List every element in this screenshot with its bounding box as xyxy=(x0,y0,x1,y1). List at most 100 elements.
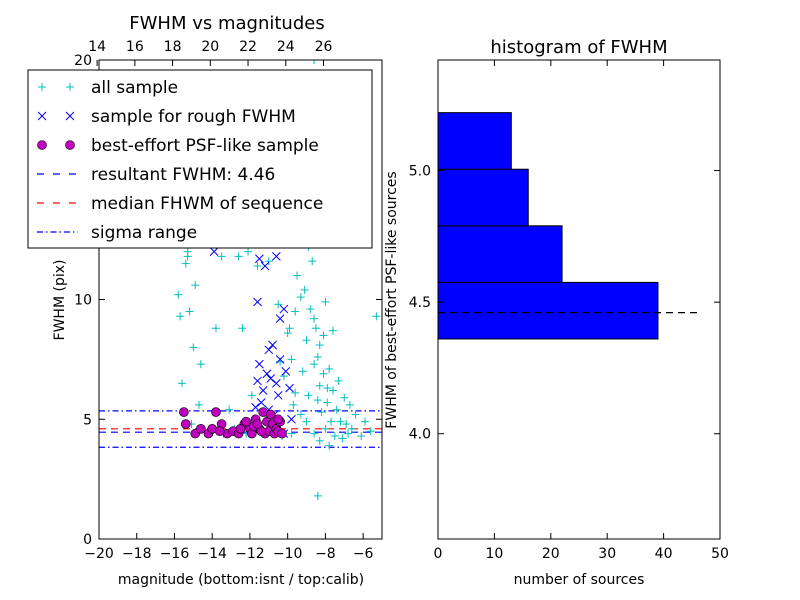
point-0-42 xyxy=(344,429,353,438)
point-0-35 xyxy=(321,297,330,306)
point-2-1 xyxy=(180,419,191,429)
point-0-39 xyxy=(332,405,341,414)
point-2-32 xyxy=(214,426,225,437)
point-1-8-b xyxy=(275,355,285,364)
point-1-14-b xyxy=(258,386,268,395)
left-y-axis: 0 5 10 20 xyxy=(74,53,382,548)
legend: all sample sample for rough FWHM best-effo… xyxy=(27,69,373,249)
point-0-33 xyxy=(315,381,324,390)
point-2-0-dot xyxy=(179,407,189,417)
left-chart-title: FWHM vs magnitudes xyxy=(129,13,324,34)
point-1-15 xyxy=(253,376,262,386)
point-1-0-b xyxy=(209,247,219,256)
legend-box xyxy=(27,69,373,249)
point-1-16 xyxy=(281,366,291,376)
point-1-23 xyxy=(285,383,294,393)
point-1-25-b xyxy=(251,402,260,412)
legend-item-5: sigma range xyxy=(37,223,197,243)
left-ytick-label-0: 0 xyxy=(83,532,92,548)
point-0-95 xyxy=(287,429,296,438)
point-1-12 xyxy=(271,378,281,388)
point-0-23 xyxy=(285,324,294,333)
legend-label-2: best-effort PSF-like sample xyxy=(91,136,319,156)
fwhm-histogram-panel: 0 10 20 30 40 50 4.04.55.0 histogram of FWHM … xyxy=(384,37,729,588)
legend-label-3: resultant FWHM: 4.46 xyxy=(91,165,275,185)
point-1-24-b xyxy=(287,414,296,424)
point-0-38 xyxy=(328,386,337,395)
point-0-41 xyxy=(340,393,349,402)
point-0-61 xyxy=(293,271,302,280)
left-ytick-label-2: 10 xyxy=(74,293,92,309)
point-0-80 xyxy=(287,355,296,364)
point-0-66 xyxy=(310,360,319,369)
point-1-8 xyxy=(275,355,285,364)
point-1-10-b xyxy=(255,359,264,369)
point-0-100 xyxy=(328,326,337,335)
point-0-73 xyxy=(330,432,339,441)
left-ytick-label-1: 5 xyxy=(83,412,92,428)
left-x-axis-label: magnitude (bottom:isnt / top:calib) xyxy=(118,572,364,588)
point-0-40 xyxy=(336,417,345,426)
point-2-3-dot xyxy=(196,424,206,434)
histogram-bar-1 xyxy=(437,225,563,283)
point-0-81 xyxy=(283,329,292,338)
point-2-27-dot xyxy=(241,416,251,427)
point-0-68 xyxy=(323,384,332,393)
right-xtick-label-3: 30 xyxy=(598,546,616,562)
point-1-1 xyxy=(255,254,264,264)
point-0-43 xyxy=(347,424,356,433)
point-0-64 xyxy=(311,324,320,333)
point-0-77 xyxy=(302,417,311,426)
point-1-17 xyxy=(273,390,283,400)
left-top-axis: 14 16 18 20 22 24 26 xyxy=(88,39,333,66)
right-xtick-label-5: 50 xyxy=(711,546,729,562)
point-1-19-b xyxy=(256,398,266,407)
point-2-31-dot xyxy=(235,424,246,434)
point-1-16-b xyxy=(281,366,291,376)
point-0-24 xyxy=(291,307,300,316)
point-0-72 xyxy=(321,424,330,433)
point-1-3-b xyxy=(271,252,281,261)
legend-marker-a-0 xyxy=(38,83,46,91)
point-1-14 xyxy=(258,386,268,395)
left-x-axis: −20 −18 −16 −14 −12 −10 −8 −6 xyxy=(84,533,374,562)
left-xtick-label-0: −20 xyxy=(84,546,114,562)
point-1-7 xyxy=(268,340,277,350)
point-0-13 xyxy=(225,405,234,414)
point-1-10 xyxy=(255,359,264,369)
point-0-70 xyxy=(317,408,326,417)
point-1-6 xyxy=(279,304,289,314)
legend-marker-a-1 xyxy=(37,111,47,121)
legend-marker-a-2 xyxy=(37,140,47,150)
point-2-33-dot xyxy=(252,419,263,429)
point-0-2 xyxy=(181,259,190,268)
point-0-3 xyxy=(191,281,200,290)
point-0-0 xyxy=(174,290,183,299)
point-0-1 xyxy=(185,307,194,316)
left-xtick-label-3: −14 xyxy=(197,546,227,562)
point-0-28 xyxy=(302,336,311,345)
point-1-11-b xyxy=(262,369,272,379)
legend-item-3: resultant FWHM: 4.46 xyxy=(37,165,275,185)
fwhm-vs-magnitude-panel: −20 −18 −16 −14 −12 −10 −8 −6 0 5 10 20 14 16 18 20 22… xyxy=(27,13,383,588)
point-0-29 xyxy=(304,391,313,400)
left-xtick-label-1: −18 xyxy=(122,546,152,562)
legend-item-0: all sample xyxy=(38,78,178,98)
point-0-15 xyxy=(244,247,253,256)
point-2-3 xyxy=(196,424,206,434)
series-2 xyxy=(179,407,287,439)
legend-item-4: median FHWM of sequence xyxy=(37,194,323,214)
point-0-98 xyxy=(334,376,343,385)
right-ytick-label-0: 4.0 xyxy=(409,427,431,443)
point-0-75 xyxy=(325,441,334,450)
point-0-67 xyxy=(319,369,328,378)
point-0-69 xyxy=(313,396,322,405)
point-0-62 xyxy=(300,285,309,294)
point-0-44 xyxy=(351,410,360,419)
left-xtick-label-4: −12 xyxy=(235,546,265,562)
point-0-99 xyxy=(345,400,354,409)
point-1-6-b xyxy=(279,304,289,314)
point-0-37 xyxy=(325,364,334,373)
point-0-16 xyxy=(238,324,247,333)
point-1-1-b xyxy=(255,254,264,264)
